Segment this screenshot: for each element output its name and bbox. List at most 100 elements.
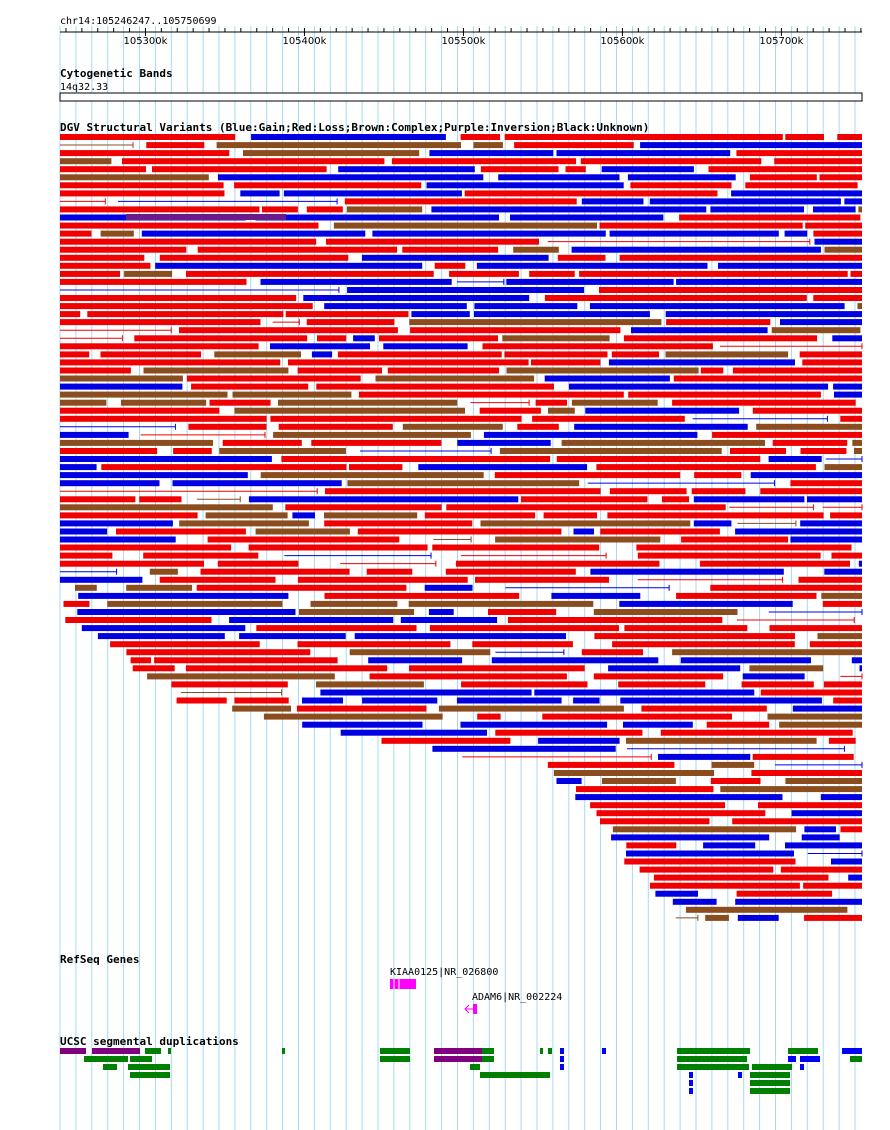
dgv-feature[interactable]	[60, 512, 198, 519]
dgv-feature[interactable]	[122, 158, 385, 165]
dgv-feature[interactable]	[205, 512, 288, 519]
dgv-feature[interactable]	[60, 504, 273, 511]
dgv-feature[interactable]	[97, 633, 225, 640]
dgv-feature[interactable]	[655, 890, 698, 897]
dgv-feature[interactable]	[369, 673, 567, 680]
dgv-feature-inversion[interactable]	[126, 214, 286, 220]
dgv-feature[interactable]	[464, 190, 718, 197]
segdup-feature[interactable]	[800, 1056, 820, 1062]
dgv-feature[interactable]	[542, 713, 732, 720]
dgv-feature[interactable]	[347, 480, 580, 487]
dgv-feature[interactable]	[495, 536, 661, 543]
dgv-feature[interactable]	[60, 246, 187, 253]
dgv-feature[interactable]	[534, 689, 755, 696]
dgv-feature[interactable]	[720, 786, 862, 793]
dgv-feature[interactable]	[368, 657, 463, 664]
dgv-feature[interactable]	[239, 633, 346, 640]
dgv-feature[interactable]	[60, 174, 209, 181]
dgv-feature[interactable]	[666, 319, 771, 326]
dgv-feature[interactable]	[593, 609, 738, 615]
dgv-feature[interactable]	[732, 367, 862, 374]
dgv-feature[interactable]	[60, 359, 281, 366]
dgv-feature[interactable]	[557, 254, 606, 261]
dgv-feature[interactable]	[60, 295, 297, 301]
dgv-feature[interactable]	[611, 351, 659, 358]
dgv-feature[interactable]	[285, 504, 442, 511]
dgv-feature[interactable]	[60, 480, 160, 487]
dgv-feature[interactable]	[219, 448, 346, 454]
dgv-feature[interactable]	[243, 150, 420, 157]
dgv-feature[interactable]	[848, 874, 862, 881]
dgv-feature[interactable]	[820, 794, 862, 801]
dgv-feature[interactable]	[60, 303, 313, 310]
dgv-feature[interactable]	[596, 810, 766, 817]
dgv-feature[interactable]	[624, 625, 748, 632]
dgv-feature[interactable]	[297, 367, 382, 374]
dgv-features[interactable]	[60, 134, 863, 921]
dgv-feature[interactable]	[457, 439, 551, 446]
segdup-feature[interactable]	[788, 1048, 818, 1054]
dgv-feature[interactable]	[358, 391, 624, 398]
dgv-feature[interactable]	[710, 778, 761, 784]
dgv-feature[interactable]	[834, 391, 862, 398]
dgv-feature[interactable]	[830, 512, 862, 519]
dgv-feature[interactable]	[110, 641, 260, 648]
dgv-feature[interactable]	[379, 335, 498, 342]
dgv-feature[interactable]	[391, 158, 577, 165]
dgv-feature[interactable]	[460, 134, 500, 140]
dgv-feature[interactable]	[756, 423, 862, 430]
dgv-feature[interactable]	[60, 343, 259, 350]
dgv-feature[interactable]	[590, 802, 725, 809]
dgv-feature[interactable]	[60, 472, 248, 479]
dgv-feature[interactable]	[60, 383, 183, 390]
dgv-feature[interactable]	[101, 464, 347, 471]
dgv-feature[interactable]	[580, 158, 762, 165]
dgv-feature[interactable]	[700, 367, 724, 374]
dgv-feature[interactable]	[134, 335, 308, 342]
dgv-feature[interactable]	[612, 641, 795, 648]
dgv-feature[interactable]	[186, 270, 434, 277]
dgv-feature[interactable]	[619, 600, 793, 607]
dgv-feature[interactable]	[760, 488, 862, 495]
dgv-feature[interactable]	[409, 665, 585, 672]
dgv-feature[interactable]	[297, 641, 451, 648]
dgv-feature[interactable]	[344, 198, 577, 205]
dgv-feature[interactable]	[346, 206, 423, 213]
dgv-feature[interactable]	[813, 230, 862, 237]
dgv-feature[interactable]	[706, 721, 770, 728]
segdup-feature[interactable]	[842, 1048, 862, 1054]
dgv-feature[interactable]	[581, 649, 643, 656]
dgv-feature[interactable]	[285, 311, 409, 318]
dgv-feature[interactable]	[547, 761, 675, 768]
dgv-feature[interactable]	[649, 198, 841, 205]
dgv-feature[interactable]	[800, 448, 847, 454]
dgv-feature[interactable]	[362, 697, 438, 704]
dgv-feature[interactable]	[176, 697, 227, 704]
dgv-feature[interactable]	[173, 448, 212, 454]
dgv-feature[interactable]	[531, 359, 601, 366]
dgv-feature[interactable]	[828, 737, 856, 744]
dgv-feature[interactable]	[474, 303, 578, 310]
dgv-feature[interactable]	[672, 399, 856, 406]
dgv-feature[interactable]	[575, 794, 783, 801]
dgv-feature[interactable]	[791, 810, 862, 817]
dgv-feature[interactable]	[60, 528, 108, 535]
dgv-feature[interactable]	[601, 166, 694, 173]
cytoband-bar[interactable]	[59, 92, 863, 102]
dgv-feature[interactable]	[691, 488, 746, 495]
dgv-feature[interactable]	[736, 150, 862, 157]
dgv-feature[interactable]	[535, 399, 567, 406]
dgv-feature[interactable]	[594, 633, 795, 640]
dgv-feature[interactable]	[624, 858, 796, 865]
dgv-feature[interactable]	[672, 898, 717, 905]
dgv-feature[interactable]	[475, 576, 609, 583]
dgv-feature[interactable]	[60, 166, 146, 173]
dgv-feature[interactable]	[200, 568, 350, 575]
dgv-feature[interactable]	[517, 423, 559, 430]
dgv-feature[interactable]	[514, 142, 634, 149]
dgv-feature[interactable]	[424, 584, 473, 591]
dgv-feature[interactable]	[316, 383, 554, 390]
dgv-feature[interactable]	[626, 737, 817, 744]
dgv-feature[interactable]	[636, 544, 852, 551]
dgv-feature[interactable]	[60, 206, 260, 213]
